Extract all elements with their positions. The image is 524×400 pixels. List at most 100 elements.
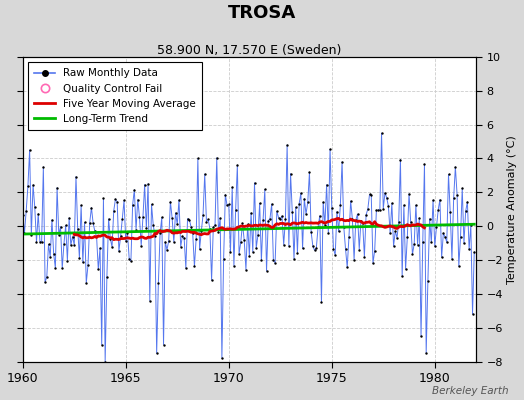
Point xyxy=(101,358,110,365)
Point xyxy=(195,246,204,252)
Point xyxy=(340,224,348,230)
Point xyxy=(233,162,242,168)
Point xyxy=(384,203,392,210)
Point xyxy=(27,232,36,239)
Point xyxy=(216,215,224,221)
Point xyxy=(232,207,240,213)
Point xyxy=(322,182,331,188)
Point xyxy=(381,190,389,196)
Point xyxy=(364,206,372,212)
Point xyxy=(94,266,103,272)
Point xyxy=(36,238,44,245)
Point xyxy=(348,216,356,222)
Point xyxy=(54,232,63,238)
Point xyxy=(142,225,150,232)
Point xyxy=(389,243,398,249)
Point xyxy=(463,199,472,205)
Point xyxy=(217,355,226,362)
Point xyxy=(315,212,324,219)
Point xyxy=(192,235,200,242)
Point xyxy=(115,248,123,254)
Point xyxy=(139,214,147,221)
Point xyxy=(369,260,377,266)
Point xyxy=(259,216,267,223)
Point xyxy=(238,220,247,227)
Point xyxy=(405,190,413,197)
Point xyxy=(85,220,94,226)
Point xyxy=(248,249,257,255)
Point xyxy=(420,161,429,167)
Point xyxy=(450,195,458,201)
Point xyxy=(89,220,97,226)
Point xyxy=(72,173,80,180)
Point xyxy=(374,207,383,214)
Point xyxy=(182,265,190,271)
Point xyxy=(462,208,470,214)
Point xyxy=(185,216,193,223)
Point xyxy=(39,164,48,170)
Point xyxy=(415,215,423,221)
Point xyxy=(403,234,411,241)
Point xyxy=(290,256,298,262)
Point xyxy=(30,204,39,211)
Point xyxy=(96,245,104,251)
Point xyxy=(80,219,89,226)
Point xyxy=(146,297,154,304)
Point xyxy=(84,262,92,268)
Point xyxy=(147,201,156,208)
Point xyxy=(372,207,380,214)
Point xyxy=(398,273,406,280)
Point xyxy=(45,241,53,248)
Text: TROSA: TROSA xyxy=(228,4,296,22)
Point xyxy=(319,199,328,205)
Point xyxy=(127,258,135,264)
Point xyxy=(158,214,166,220)
Point xyxy=(230,262,238,269)
Point xyxy=(455,263,463,269)
Point xyxy=(425,216,434,222)
Point xyxy=(135,214,144,221)
Point xyxy=(341,246,350,252)
Point xyxy=(446,209,454,216)
Point xyxy=(49,251,58,257)
Point xyxy=(377,130,386,136)
Point xyxy=(362,212,370,218)
Point xyxy=(140,181,149,188)
Point xyxy=(168,215,176,221)
Point xyxy=(161,238,169,245)
Point xyxy=(120,197,128,204)
Point xyxy=(170,239,178,245)
Point xyxy=(291,204,300,210)
Point xyxy=(333,208,341,215)
Point xyxy=(434,206,442,213)
Point xyxy=(226,249,235,255)
Point xyxy=(211,222,219,228)
Point xyxy=(275,214,283,221)
Point xyxy=(245,253,254,259)
Text: Berkeley Earth: Berkeley Earth xyxy=(432,386,508,396)
Point xyxy=(194,155,202,162)
Point xyxy=(460,240,468,246)
Point xyxy=(453,192,461,198)
Point xyxy=(187,224,195,230)
Point xyxy=(309,243,317,250)
Point xyxy=(401,266,410,272)
Point xyxy=(355,246,364,253)
Point xyxy=(287,170,295,177)
Point xyxy=(408,251,417,258)
Point xyxy=(317,299,325,306)
Point xyxy=(443,239,451,245)
Point xyxy=(257,257,266,264)
Point xyxy=(108,244,116,250)
Point xyxy=(208,277,216,284)
Point xyxy=(338,159,346,165)
Point xyxy=(24,183,32,190)
Point xyxy=(451,164,460,170)
Point xyxy=(438,254,446,260)
Point xyxy=(92,233,101,240)
Point xyxy=(41,279,49,285)
Point xyxy=(60,240,68,247)
Point xyxy=(263,268,271,274)
Point xyxy=(244,221,252,228)
Point xyxy=(427,239,435,246)
